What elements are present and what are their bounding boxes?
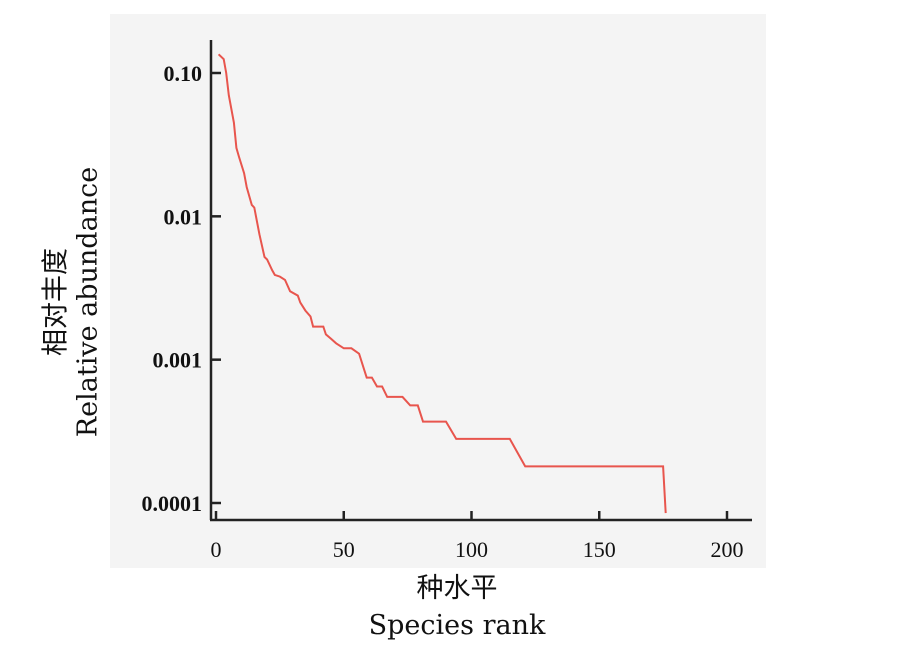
plot-panel xyxy=(110,14,766,568)
y-tick-label: 0.10 xyxy=(164,61,203,86)
y-tick-label: 0.01 xyxy=(164,204,203,229)
y-tick-label: 0.001 xyxy=(153,348,203,373)
x-tick-label: 150 xyxy=(583,537,616,562)
y-axis-label-cn: 相对丰度 xyxy=(40,248,72,356)
x-axis-label-en: Species rank xyxy=(368,610,546,641)
y-axis-title: 相对丰度 Relative abundance xyxy=(38,166,108,438)
axes: 0 50 100 150 200 0.0001 0.001 0.01 0.10 xyxy=(142,40,752,562)
x-tick-label: 0 xyxy=(211,537,222,562)
x-axis-label-cn: 种水平 xyxy=(416,573,498,604)
abundance-curve xyxy=(217,53,667,514)
x-tick-label: 100 xyxy=(455,537,488,562)
y-tick-label: 0.0001 xyxy=(142,491,203,516)
x-tick-label: 200 xyxy=(711,537,744,562)
y-axis-label-en: Relative abundance xyxy=(73,166,104,438)
series-layer xyxy=(217,53,667,514)
x-tick-label: 50 xyxy=(333,537,355,562)
